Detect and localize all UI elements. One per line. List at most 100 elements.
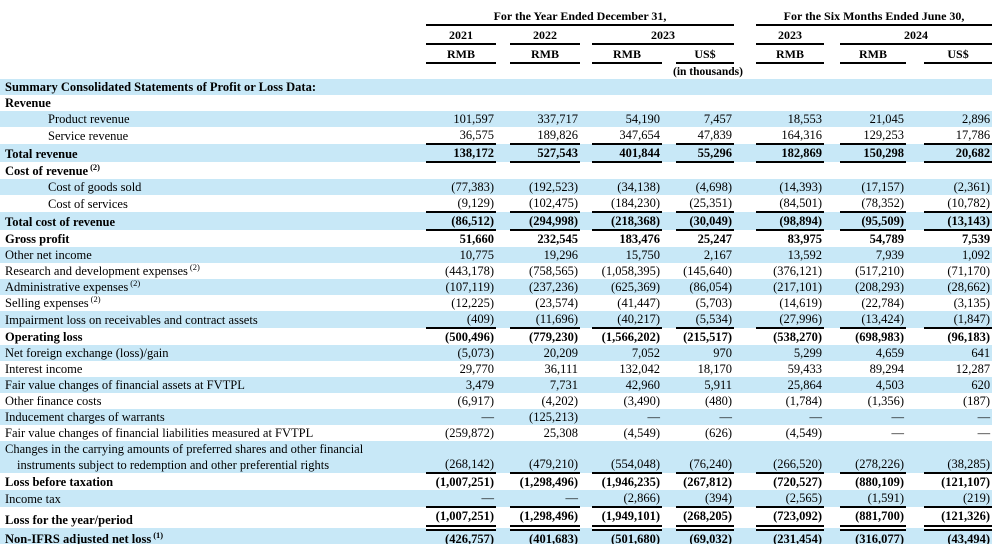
cell-value: (268,142) bbox=[426, 441, 496, 474]
column-gutter bbox=[734, 490, 757, 507]
row-label-cell: Inducement charges of warrants bbox=[0, 409, 410, 425]
cell-value: (1,847) bbox=[924, 311, 993, 329]
cell-value: 10,775 bbox=[426, 247, 496, 263]
column-gutter bbox=[410, 409, 426, 425]
column-gutter bbox=[410, 507, 426, 528]
column-gutter bbox=[662, 263, 676, 279]
column-gutter bbox=[496, 377, 510, 393]
cell-value: (376,121) bbox=[773, 264, 823, 278]
cell-value: 18,553 bbox=[756, 111, 825, 127]
cell-value: 7,052 bbox=[592, 345, 662, 361]
column-gutter bbox=[496, 195, 510, 212]
cell-value: (13,143) bbox=[924, 212, 993, 231]
interim-period-header: For the Six Months Ended June 30, bbox=[756, 5, 993, 26]
cell-value: (1,949,101) bbox=[592, 507, 662, 531]
cell-value: (145,640) bbox=[683, 264, 733, 278]
cell-value: (538,270) bbox=[773, 330, 823, 344]
cell-value: (107,119) bbox=[426, 279, 496, 295]
cell-value: (501,680) bbox=[592, 528, 662, 544]
cell-value: 54,789 bbox=[869, 232, 905, 246]
cell-value: (1,298,496) bbox=[510, 507, 580, 531]
column-gutter bbox=[662, 230, 676, 247]
cell-value: (4,202) bbox=[541, 394, 578, 408]
table-row: Income tax — — (2,866) (394) (2,565) (1,591) (2… bbox=[0, 490, 993, 508]
table-row: Revenue bbox=[0, 95, 992, 111]
column-gutter bbox=[734, 393, 756, 409]
cell-value: (13,424) bbox=[840, 311, 907, 329]
currency-header: RMB bbox=[592, 44, 662, 64]
row-label: Inducement charges of warrants bbox=[5, 410, 165, 424]
cell-value: 4,659 bbox=[840, 345, 907, 361]
column-gutter bbox=[734, 144, 757, 162]
column-gutter bbox=[824, 127, 840, 144]
cell-value: 4,503 bbox=[840, 377, 907, 393]
cell-value: (184,230) bbox=[592, 195, 662, 213]
cell-value: (187) bbox=[962, 394, 991, 408]
cell-value: (267,812) bbox=[683, 475, 733, 489]
header-currency-row: RMB RMB RMB US$ RMB RMB US$ bbox=[0, 44, 993, 64]
column-gutter bbox=[906, 295, 924, 311]
annual-period-header: For the Year Ended December 31, bbox=[426, 5, 735, 26]
column-gutter bbox=[410, 247, 426, 263]
column-gutter bbox=[580, 377, 592, 393]
column-gutter bbox=[824, 361, 840, 377]
cell-value: (394) bbox=[676, 490, 735, 508]
table-row: Other net income 10,775 19,296 15,750 2,167 1… bbox=[0, 247, 993, 263]
column-gutter bbox=[734, 473, 756, 490]
table-row: Administrative expenses (2) (107,119) (237,… bbox=[0, 279, 993, 295]
cell-value: 132,042 bbox=[619, 362, 660, 376]
column-gutter bbox=[906, 230, 924, 247]
cell-value: (1,566,202) bbox=[601, 330, 660, 344]
year-header: 2024 bbox=[840, 25, 993, 45]
cell-value: (215,517) bbox=[683, 330, 733, 344]
cell-value: (720,527) bbox=[773, 475, 823, 489]
cell-value: (278,226) bbox=[840, 441, 907, 474]
column-gutter bbox=[580, 528, 592, 544]
cell-value: (125,213) bbox=[510, 409, 580, 425]
cell-value: (779,230) bbox=[529, 330, 578, 344]
row-label-cell: Selling expenses (2) bbox=[0, 295, 410, 311]
table-row: Other finance costs (6,917) (4,202) (3,490)… bbox=[0, 393, 992, 409]
column-gutter bbox=[906, 328, 924, 345]
column-gutter bbox=[734, 528, 757, 544]
cell-value: (86,054) bbox=[676, 279, 735, 295]
column-gutter bbox=[662, 111, 676, 127]
cell-value: 59,433 bbox=[787, 362, 823, 376]
column-gutter bbox=[824, 230, 840, 247]
row-label-cell: Interest income bbox=[0, 361, 410, 377]
currency-header: RMB bbox=[426, 44, 496, 64]
cell-value: (426,757) bbox=[426, 528, 496, 544]
column-gutter bbox=[824, 212, 841, 230]
table-row: Service revenue 36,575 189,826 347,654 47,83… bbox=[0, 127, 993, 145]
cell-value: (98,894) bbox=[756, 212, 825, 231]
column-gutter bbox=[496, 507, 510, 528]
row-label: Operating loss bbox=[5, 330, 83, 344]
table-row: Inducement charges of warrants — (125,213)… bbox=[0, 409, 993, 425]
column-gutter bbox=[496, 295, 510, 311]
column-gutter bbox=[662, 144, 676, 162]
column-gutter bbox=[662, 490, 676, 507]
column-gutter bbox=[496, 127, 510, 144]
currency-header: RMB bbox=[840, 44, 907, 64]
column-gutter bbox=[580, 328, 592, 345]
column-gutter bbox=[824, 263, 840, 279]
row-label: Net foreign exchange (loss)/gain bbox=[5, 346, 169, 360]
cell-value: 7,539 bbox=[961, 232, 991, 246]
column-gutter bbox=[824, 377, 841, 393]
column-gutter bbox=[824, 425, 840, 441]
row-label: Income tax bbox=[5, 492, 61, 506]
footnote-reference: (2) bbox=[90, 162, 101, 172]
row-label-cell: Summary Consolidated Statements of Profi… bbox=[0, 79, 993, 95]
cell-value: 101,597 bbox=[426, 111, 496, 127]
cell-value: (10,782) bbox=[924, 195, 993, 213]
column-gutter bbox=[580, 279, 592, 295]
currency-header: US$ bbox=[924, 44, 993, 64]
column-gutter bbox=[906, 528, 925, 544]
cell-value: (443,178) bbox=[445, 264, 494, 278]
column-gutter bbox=[734, 441, 757, 473]
column-gutter bbox=[410, 441, 426, 473]
column-gutter bbox=[410, 212, 426, 230]
column-gutter bbox=[580, 263, 592, 279]
column-gutter bbox=[410, 179, 426, 195]
